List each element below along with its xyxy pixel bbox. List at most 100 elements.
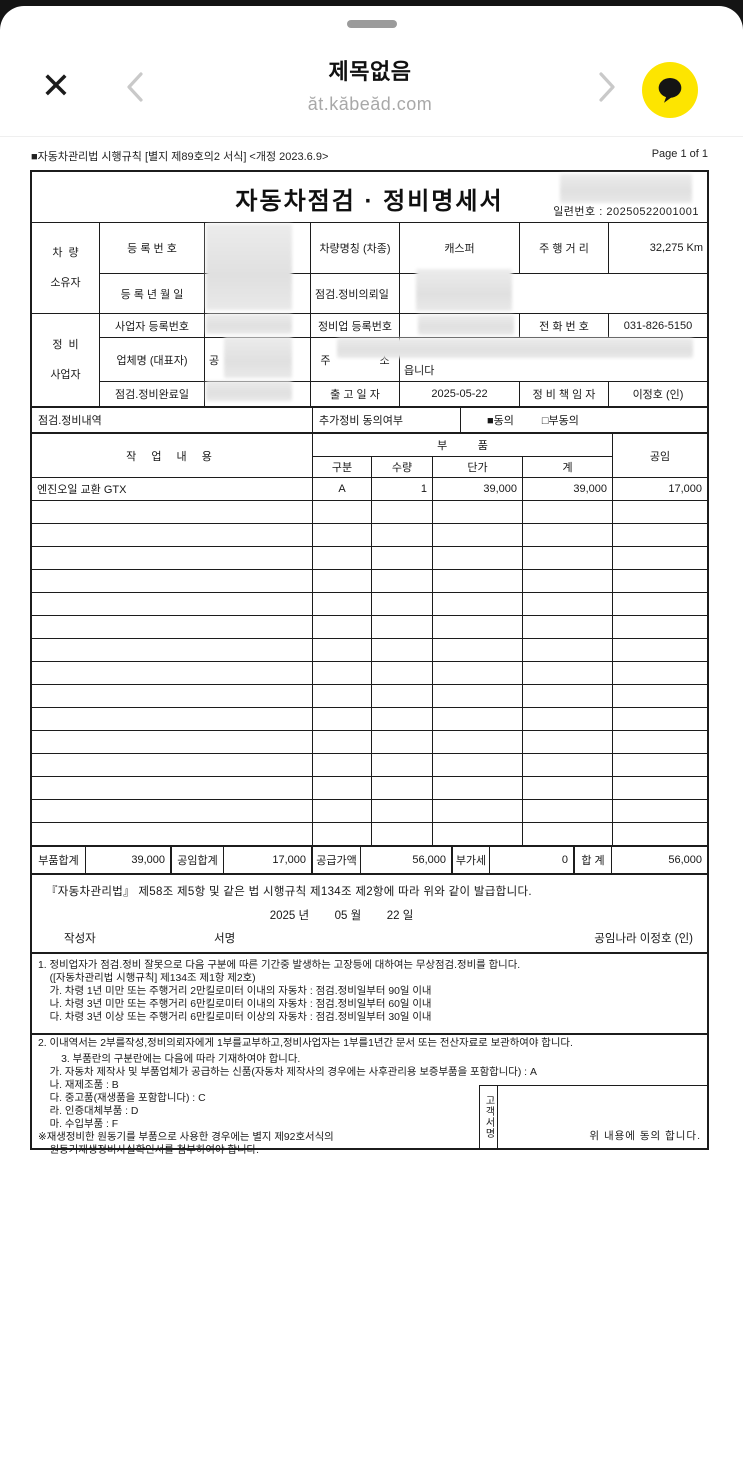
parts-empty-row: [32, 730, 707, 753]
close-button[interactable]: ✕: [40, 65, 72, 106]
request-date-label: 점검.정비의뢰일: [310, 273, 399, 313]
serial-value: 20250522001001: [606, 206, 699, 218]
empty-cell: [432, 662, 522, 684]
empty-cell: [32, 547, 312, 569]
reg-no-value: [204, 223, 310, 273]
parts-header: 부 품: [312, 434, 612, 456]
parts-empty-rows: [32, 500, 707, 845]
empty-cell: [522, 754, 612, 776]
form-header-line: ■자동차관리법 시행규칙 [별지 제89호의2 서식] <개정 2023.6.9…: [30, 146, 709, 170]
shop-group-label: 정 비 사업자: [50, 339, 81, 381]
consent-options: ■동의 □부동의: [460, 408, 707, 432]
vehicle-owner-section: 차 량 소유자 등 록 번 호 차량명칭 (차종) 캐스퍼 주 행 거 리 32…: [32, 223, 707, 313]
empty-cell: [612, 524, 707, 546]
out-date-value: 2025-05-22: [399, 381, 519, 406]
shop-name-label: 업체명 (대표자): [99, 337, 204, 381]
supply-label: 공급가액: [311, 847, 360, 873]
empty-cell: [371, 800, 432, 822]
empty-cell: [312, 685, 371, 707]
parts-empty-row: [32, 638, 707, 661]
chevron-left-icon: [127, 72, 143, 102]
certificate-statement: 『자동차관리법』 제58조 제5항 및 같은 법 시행규칙 제134조 제2항에…: [46, 886, 532, 898]
empty-cell: [371, 524, 432, 546]
empty-cell: [371, 823, 432, 845]
out-date-label: 출 고 일 자: [310, 381, 399, 406]
certificate-section: 『자동차관리법』 제58조 제5항 및 같은 법 시행규칙 제134조 제2항에…: [32, 873, 707, 952]
phone-label: 전 화 번 호: [519, 314, 608, 337]
chevron-right-icon: [599, 72, 615, 102]
empty-cell: [312, 501, 371, 523]
page-url: ăt.kăbeăd.com: [307, 94, 433, 114]
labor-total-label: 공임합계: [170, 847, 223, 873]
address-value: 읍니다: [399, 337, 707, 381]
notes-3: 3. 부품란의 구분란에는 다음에 따라 기재하여야 합니다. 가. 자동차 제…: [32, 1033, 707, 1156]
empty-cell: [32, 570, 312, 592]
mileage-value: 32,275 Km: [608, 223, 707, 273]
empty-cell: [522, 501, 612, 523]
empty-cell: [612, 639, 707, 661]
empty-cell: [432, 547, 522, 569]
totals-row: 부품합계 39,000 공임합계 17,000 공급가액 56,000 부가세 …: [32, 845, 707, 873]
empty-cell: [371, 616, 432, 638]
manager-label: 정 비 책 임 자: [519, 381, 608, 406]
empty-cell: [432, 731, 522, 753]
parts-empty-row: [32, 500, 707, 523]
parts-empty-row: [32, 569, 707, 592]
empty-cell: [32, 708, 312, 730]
empty-cell: [32, 685, 312, 707]
customer-signature-label: 고객서명: [480, 1086, 498, 1148]
empty-cell: [312, 524, 371, 546]
empty-cell: [32, 800, 312, 822]
serial-label: 일련번호 :: [553, 206, 607, 218]
empty-cell: [371, 662, 432, 684]
empty-cell: [612, 662, 707, 684]
empty-cell: [612, 777, 707, 799]
repair-no-label: 정비업 등록번호: [310, 314, 399, 337]
reg-date-label: 등 록 년 월 일: [99, 273, 204, 313]
parts-total-label: 부품합계: [38, 855, 79, 867]
additional-repair-consent-label: 추가정비 동의여부: [312, 408, 460, 432]
empty-cell: [312, 823, 371, 845]
empty-cell: [432, 639, 522, 661]
repair-shop-section: 정 비 사업자 사업자 등록번호 정비업 등록번호 전 화 번 호 031-82…: [32, 313, 707, 406]
customer-signature-area[interactable]: 위 내용에 동의 합니다.: [498, 1086, 707, 1148]
labor-header: 공임: [612, 434, 707, 477]
model-value: 캐스퍼: [399, 223, 519, 273]
page-title: 제목없음: [328, 59, 412, 84]
complete-date-label: 점검.정비완료일: [99, 381, 204, 406]
empty-cell: [522, 547, 612, 569]
empty-cell: [432, 501, 522, 523]
empty-cell: [371, 777, 432, 799]
type-cell: A: [312, 478, 371, 500]
unit-price-header: 단가: [432, 456, 522, 477]
parts-empty-row: [32, 684, 707, 707]
kakao-share-button[interactable]: [642, 62, 698, 118]
empty-cell: [522, 639, 612, 661]
sheet-drag-handle[interactable]: [346, 20, 397, 28]
redaction-biz-no: [206, 314, 292, 334]
empty-cell: [612, 616, 707, 638]
redaction-serial: [560, 174, 692, 203]
sign-label: 서명: [214, 933, 236, 945]
empty-cell: [522, 524, 612, 546]
maintenance-statement-document: ■자동차관리법 시행규칙 [별지 제89호의2 서식] <개정 2023.6.9…: [30, 146, 709, 1156]
document-title-row: 자동차점검 · 정비명세서 일련번호 : 20250522001001: [32, 172, 707, 223]
empty-cell: [432, 685, 522, 707]
request-date-value: [399, 273, 707, 313]
parts-empty-row: [32, 523, 707, 546]
parts-table-header: 작 업 내 용 부 품 공임 구분 수량 단가 계: [32, 432, 707, 477]
empty-cell: [32, 823, 312, 845]
empty-cell: [612, 501, 707, 523]
detail-title: 점검.정비내역: [38, 415, 102, 427]
empty-cell: [432, 593, 522, 615]
page-title-block: 제목없음 ăt.kăbeăd.com: [170, 54, 570, 115]
signature-agree-text: 위 내용에 동의 합니다.: [589, 1130, 701, 1142]
forward-button[interactable]: [594, 70, 620, 104]
empty-cell: [312, 800, 371, 822]
vat-label: 부가세: [451, 847, 489, 873]
empty-cell: [312, 616, 371, 638]
back-button[interactable]: [122, 70, 148, 104]
empty-cell: [32, 616, 312, 638]
parts-total-value: 39,000: [85, 847, 170, 873]
empty-cell: [432, 823, 522, 845]
